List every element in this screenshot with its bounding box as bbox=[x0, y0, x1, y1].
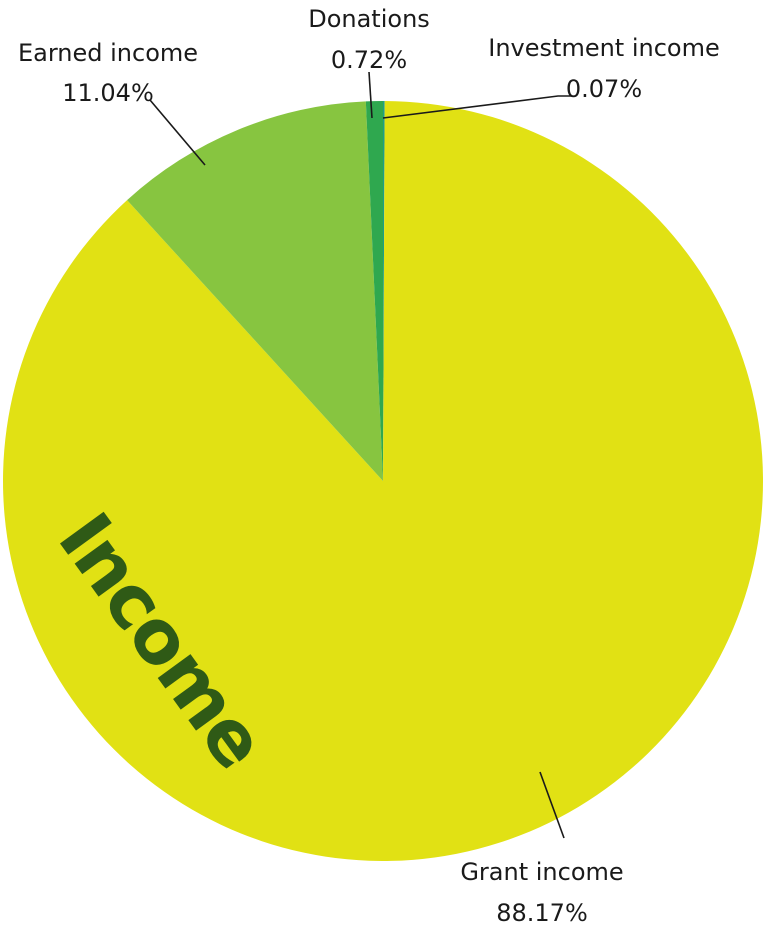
leader-lines bbox=[149, 71, 572, 839]
leader-line-donations bbox=[368, 71, 373, 119]
pie-slice-grant-income bbox=[3, 101, 764, 861]
earned-income-value: 11.04% bbox=[62, 79, 154, 107]
pie-slice-investment-income bbox=[383, 100, 385, 482]
leader-line-earned-income bbox=[149, 99, 206, 166]
investment-income-value: 0.07% bbox=[566, 75, 642, 103]
pie-slice-donations bbox=[365, 101, 383, 481]
donations-label: Donations bbox=[308, 5, 430, 33]
pie-slice-earned-income bbox=[127, 101, 383, 481]
leader-line-investment-income bbox=[382, 95, 572, 119]
grant-income-value: 88.17% bbox=[496, 899, 588, 927]
investment-income-label: Investment income bbox=[488, 34, 719, 62]
leader-line-grant-income bbox=[539, 771, 565, 839]
slice-labels: Donations 0.72% Earned income 11.04% Inv… bbox=[18, 5, 720, 927]
earned-income-label: Earned income bbox=[18, 39, 198, 67]
pie-slices bbox=[3, 100, 764, 861]
grant-income-label: Grant income bbox=[460, 858, 623, 886]
donations-value: 0.72% bbox=[331, 46, 407, 74]
